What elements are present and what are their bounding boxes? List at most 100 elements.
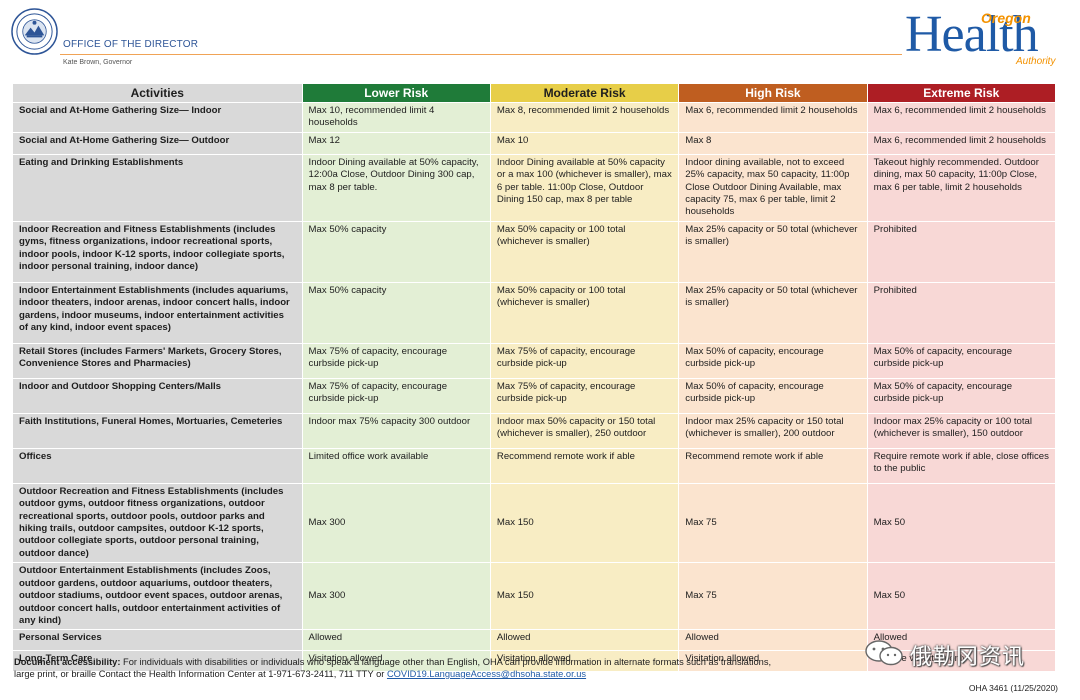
extreme-risk-cell: Require remote work if able, close offic… — [867, 448, 1055, 483]
table-row: Indoor Recreation and Fitness Establishm… — [13, 221, 1055, 282]
extreme-risk-cell: Max 6, recommended limit 2 households — [867, 103, 1055, 132]
moderate-risk-cell: Max 150 — [490, 483, 679, 563]
moderate-risk-cell: Max 150 — [490, 563, 679, 630]
lower-risk-cell: Indoor Dining available at 50% capacity,… — [302, 154, 490, 221]
high-risk-cell: Max 50% of capacity, encourage curbside … — [679, 378, 867, 413]
wechat-account-name: 俄勒冈资讯 — [910, 645, 1026, 670]
wechat-watermark: 俄勒冈资讯 — [864, 635, 1054, 670]
extreme-risk-cell: Max 50% of capacity, encourage curbside … — [867, 343, 1055, 378]
extreme-risk-cell: Prohibited — [867, 221, 1055, 282]
high-risk-cell: Indoor max 25% capacity or 150 total (wh… — [679, 413, 867, 448]
table-header-row: Activities Lower Risk Moderate Risk High… — [13, 84, 1055, 102]
high-risk-cell: Allowed — [679, 630, 867, 651]
column-header-lower-risk: Lower Risk — [302, 84, 490, 102]
lower-risk-cell: Allowed — [302, 630, 490, 651]
logo-health-text: Health — [905, 6, 1039, 63]
activity-cell: Indoor and Outdoor Shopping Centers/Mall… — [13, 378, 302, 413]
extreme-risk-cell: Max 50 — [867, 563, 1055, 630]
office-title: OFFICE OF THE DIRECTOR — [63, 39, 199, 50]
column-header-moderate-risk: Moderate Risk — [490, 84, 679, 102]
table-row: Long-Term Care Visitation allowed Visita… — [13, 651, 1055, 672]
column-header-extreme-risk: Extreme Risk — [867, 84, 1055, 102]
activity-cell: Long-Term Care — [13, 651, 302, 672]
table-row: Eating and Drinking Establishments Indoo… — [13, 154, 1055, 221]
column-header-high-risk: High Risk — [679, 84, 867, 102]
extreme-risk-cell: Indoor max 25% capacity or 100 total (wh… — [867, 413, 1055, 448]
extreme-risk-cell: Max 50% of capacity, encourage curbside … — [867, 378, 1055, 413]
column-header-activities: Activities — [13, 84, 302, 102]
high-risk-cell: Max 25% capacity or 50 total (whichever … — [679, 221, 867, 282]
accessibility-label: Document accessibility: — [14, 657, 121, 667]
high-risk-cell: Max 6, recommended limit 2 households — [679, 103, 867, 132]
header-divider — [60, 54, 902, 55]
lower-risk-cell: Max 75% of capacity, encourage curbside … — [302, 378, 490, 413]
moderate-risk-cell: Allowed — [490, 630, 679, 651]
moderate-risk-cell: Max 75% of capacity, encourage curbside … — [490, 378, 679, 413]
activity-cell: Retail Stores (includes Farmers' Markets… — [13, 343, 302, 378]
high-risk-cell: Max 25% capacity or 50 total (whichever … — [679, 282, 867, 343]
lower-risk-cell: Indoor max 75% capacity 300 outdoor — [302, 413, 490, 448]
table-row: Indoor Entertainment Establishments (inc… — [13, 282, 1055, 343]
extreme-risk-cell: Outside visitation only — [867, 651, 1055, 672]
extreme-risk-cell: Max 6, recommended limit 2 households — [867, 132, 1055, 154]
lower-risk-cell: Max 75% of capacity, encourage curbside … — [302, 343, 490, 378]
table-row: Social and At-Home Gathering Size— Indoo… — [13, 103, 1055, 132]
governor-name: Kate Brown, Governor — [63, 59, 133, 66]
risk-level-table: Activities Lower Risk Moderate Risk High… — [12, 83, 1056, 672]
document-id: OHA 3461 (11/25/2020) — [968, 683, 1058, 693]
language-access-email-link[interactable]: COVID19.LanguageAccess@dhsoha.state.or.u… — [386, 669, 587, 679]
oha-logo: Health Oregon Authority — [905, 8, 1065, 70]
lower-risk-cell: Max 50% capacity — [302, 221, 490, 282]
moderate-risk-cell: Indoor max 50% capacity or 150 total (wh… — [490, 413, 679, 448]
extreme-risk-cell: Allowed — [867, 630, 1055, 651]
extreme-risk-cell: Max 50 — [867, 483, 1055, 563]
activity-cell: Eating and Drinking Establishments — [13, 154, 302, 221]
extreme-risk-cell: Takeout highly recommended. Outdoor dini… — [867, 154, 1055, 221]
high-risk-cell: Recommend remote work if able — [679, 448, 867, 483]
activity-cell: Offices — [13, 448, 302, 483]
moderate-risk-cell: Max 50% capacity or 100 total (whichever… — [490, 282, 679, 343]
table-row: Faith Institutions, Funeral Homes, Mortu… — [13, 413, 1055, 448]
accessibility-text: For individuals with disabilities or ind… — [14, 657, 772, 679]
table-row: Offices Limited office work available Re… — [13, 448, 1055, 483]
activity-cell: Social and At-Home Gathering Size— Indoo… — [13, 103, 302, 132]
lower-risk-cell: Max 12 — [302, 132, 490, 154]
lower-risk-cell: Max 10, recommended limit 4 households — [302, 103, 490, 132]
moderate-risk-cell: Visitation allowed — [490, 651, 679, 672]
moderate-risk-cell: Indoor Dining available at 50% capacity … — [490, 154, 679, 221]
table-row: Social and At-Home Gathering Size— Outdo… — [13, 132, 1055, 154]
lower-risk-cell: Visitation allowed — [302, 651, 490, 672]
moderate-risk-cell: Max 50% capacity or 100 total (whichever… — [490, 221, 679, 282]
activity-cell: Outdoor Entertainment Establishments (in… — [13, 563, 302, 630]
high-risk-cell: Max 75 — [679, 563, 867, 630]
logo-oregon-text: Oregon — [981, 10, 1031, 26]
table-row: Retail Stores (includes Farmers' Markets… — [13, 343, 1055, 378]
high-risk-cell: Indoor dining available, not to exceed 2… — [679, 154, 867, 221]
state-seal-icon — [11, 8, 58, 55]
table-row: Indoor and Outdoor Shopping Centers/Mall… — [13, 378, 1055, 413]
activity-cell: Indoor Entertainment Establishments (inc… — [13, 282, 302, 343]
moderate-risk-cell: Recommend remote work if able — [490, 448, 679, 483]
table-row: Outdoor Recreation and Fitness Establish… — [13, 483, 1055, 563]
table-row: Outdoor Entertainment Establishments (in… — [13, 563, 1055, 630]
lower-risk-cell: Max 50% capacity — [302, 282, 490, 343]
activity-cell: Faith Institutions, Funeral Homes, Mortu… — [13, 413, 302, 448]
moderate-risk-cell: Max 75% of capacity, encourage curbside … — [490, 343, 679, 378]
lower-risk-cell: Max 300 — [302, 483, 490, 563]
wechat-icon — [865, 640, 903, 666]
activity-cell: Social and At-Home Gathering Size— Outdo… — [13, 132, 302, 154]
document-header: OFFICE OF THE DIRECTOR Kate Brown, Gover… — [0, 0, 1080, 80]
lower-risk-cell: Limited office work available — [302, 448, 490, 483]
high-risk-cell: Max 50% of capacity, encourage curbside … — [679, 343, 867, 378]
activity-cell: Personal Services — [13, 630, 302, 651]
activity-cell: Indoor Recreation and Fitness Establishm… — [13, 221, 302, 282]
table-row: Personal Services Allowed Allowed Allowe… — [13, 630, 1055, 651]
high-risk-cell: Max 75 — [679, 483, 867, 563]
lower-risk-cell: Max 300 — [302, 563, 490, 630]
high-risk-cell: Visitation allowed — [679, 651, 867, 672]
logo-authority-text: Authority — [1016, 56, 1056, 67]
activity-cell: Outdoor Recreation and Fitness Establish… — [13, 483, 302, 563]
moderate-risk-cell: Max 8, recommended limit 2 households — [490, 103, 679, 132]
moderate-risk-cell: Max 10 — [490, 132, 679, 154]
accessibility-note: Document accessibility: For individuals … — [14, 656, 774, 680]
